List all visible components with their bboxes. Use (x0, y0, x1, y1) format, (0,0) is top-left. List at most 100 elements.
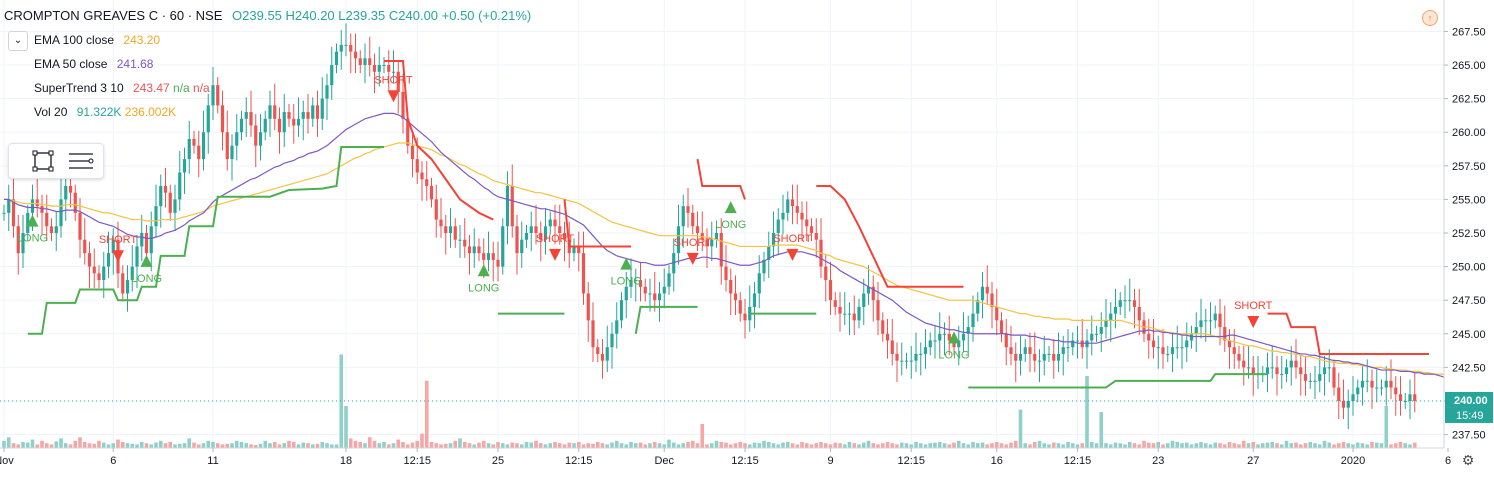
candle-body (429, 185, 434, 200)
volume-bar (1322, 440, 1327, 448)
candle-body (358, 58, 362, 66)
candle-body (1280, 374, 1284, 376)
candle-body (1313, 380, 1317, 382)
alert-indicator-icon[interactable]: ↑ (1422, 10, 1438, 26)
volume-bar (291, 442, 296, 448)
volume-bar (130, 443, 135, 448)
candle-body (1104, 320, 1108, 328)
candle-body (1037, 360, 1042, 362)
volume-bar (1080, 443, 1085, 448)
candle-body (1289, 360, 1293, 368)
candle-body (1270, 367, 1274, 369)
candle-body (539, 233, 543, 240)
supertrend-down-segment (384, 60, 494, 221)
candle-body (1014, 353, 1018, 361)
candle-body (838, 306, 842, 314)
short-signal-label: SHORT (773, 233, 812, 245)
volume-bar (610, 442, 614, 448)
candle-body (144, 233, 149, 254)
horizontal-lines-icon[interactable] (67, 150, 95, 172)
volume-bar (1037, 440, 1042, 448)
candle-body (1337, 387, 1341, 401)
candle-body (1318, 374, 1322, 381)
volume-bar (173, 444, 177, 448)
volume-bar (795, 444, 800, 448)
candle-body (149, 226, 153, 254)
candle-body (1085, 340, 1089, 348)
volume-bar (182, 443, 187, 448)
candle-body (201, 132, 206, 160)
volume-bar (857, 444, 861, 448)
candle-body (11, 199, 16, 227)
time-tick-label: Nov (0, 455, 14, 467)
volume-bar (1227, 442, 1232, 448)
candle-body (1413, 394, 1417, 401)
candle-body (287, 112, 291, 119)
volume-bar (230, 443, 234, 448)
volume-bar (116, 439, 120, 448)
legend-volume-label: Vol 20 (34, 105, 68, 119)
volume-bar (553, 442, 557, 448)
drawing-toolbox[interactable] (8, 143, 104, 179)
candle-body (315, 105, 320, 119)
volume-bar (890, 443, 895, 448)
volume-bar (852, 443, 857, 448)
volume-bar (819, 442, 823, 448)
legend-ema100[interactable]: EMA 100 close 243.20 (34, 33, 160, 47)
legend-volume[interactable]: Vol 20 91.322K 236.002K (34, 105, 176, 119)
candle-body (1204, 320, 1208, 322)
collapse-legend-button[interactable]: ⌄ (8, 31, 28, 51)
volume-bar (87, 443, 92, 448)
volume-bar (1094, 443, 1099, 448)
candle-body (173, 199, 177, 213)
volume-bar (1108, 444, 1113, 448)
legend-ema100-value: 243.20 (123, 33, 161, 47)
candle-body (1175, 347, 1179, 349)
legend-ema50[interactable]: EMA 50 close 241.68 (34, 57, 153, 71)
candle-body (771, 233, 776, 247)
volume-bar (1370, 442, 1374, 448)
countdown-label: 15:49 (1456, 410, 1484, 422)
volume-bar (1408, 444, 1412, 448)
volume-bar (790, 443, 795, 448)
volume-bar (472, 444, 477, 448)
candle-body (159, 185, 163, 207)
candle-body (553, 219, 557, 227)
volume-bar (752, 442, 757, 448)
candle-body (710, 239, 714, 247)
candle-body (1132, 300, 1137, 307)
price-tick-label: 262.50 (1452, 94, 1486, 106)
candle-body (292, 118, 296, 126)
candle-body (890, 340, 894, 354)
candle-body (999, 320, 1004, 334)
candle-body (648, 293, 652, 295)
volume-bar (25, 442, 30, 448)
volume-bar (1199, 442, 1203, 448)
volume-bar (1009, 442, 1013, 448)
candle-body (444, 226, 448, 233)
symbol-title[interactable]: CROMPTON GREAVES C · 60 · NSE (4, 8, 223, 23)
volume-bar (2, 440, 6, 448)
volume-bar (125, 443, 130, 448)
rectangle-select-icon[interactable] (31, 150, 55, 172)
time-tick-label: 9 (827, 455, 833, 467)
volume-bar (63, 443, 68, 448)
volume-bar (714, 440, 719, 448)
volume-bar (1203, 443, 1208, 448)
volume-bar (842, 444, 847, 448)
volume-bar (1180, 443, 1184, 448)
volume-bar (496, 442, 500, 448)
candle-body (681, 206, 685, 227)
candle-body (1408, 394, 1412, 401)
candle-body (1147, 333, 1151, 341)
candle-body (714, 233, 719, 240)
gear-icon[interactable]: ⚙ (1461, 452, 1475, 468)
volume-bar (557, 443, 562, 448)
volume-bar (1184, 442, 1189, 448)
long-signal-label: LONG (17, 233, 48, 245)
candle-body (353, 51, 358, 59)
legend-supertrend[interactable]: SuperTrend 3 10 243.47 n/a n/a (34, 81, 210, 95)
candle-body (914, 353, 918, 361)
